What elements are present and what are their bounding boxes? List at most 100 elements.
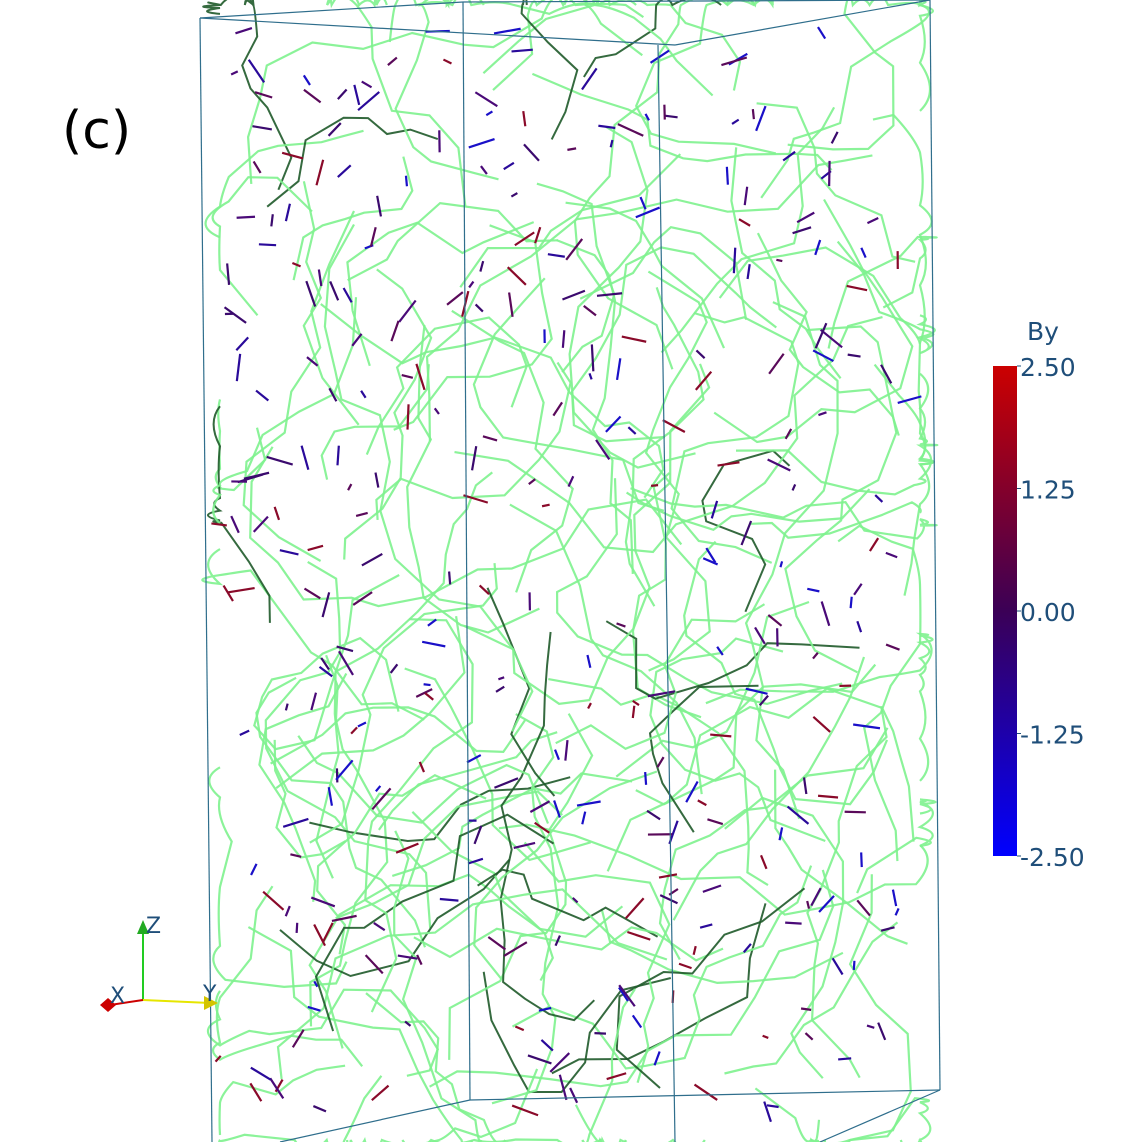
vector-glyph (817, 26, 827, 40)
streamline (309, 776, 571, 843)
vector-glyph (522, 110, 527, 127)
vector-glyph (401, 373, 414, 379)
vector-glyph (317, 269, 323, 287)
streamline (744, 301, 839, 820)
vector-glyph (588, 373, 593, 380)
streamline (413, 926, 724, 962)
vector-glyph (527, 1054, 552, 1065)
streamline (459, 153, 682, 288)
vector-glyph (552, 401, 564, 417)
vector-glyph (562, 289, 586, 301)
vector-glyph (321, 592, 331, 618)
vector-glyph (467, 857, 484, 865)
vector-glyph (337, 88, 348, 100)
vector-glyph (846, 284, 868, 292)
vector-glyph (235, 353, 242, 382)
vector-glyph (791, 483, 797, 491)
vector-glyph (814, 239, 822, 256)
streamline (343, 268, 433, 560)
streamline (872, 113, 935, 466)
vector-glyph (375, 785, 382, 793)
streamline (378, 731, 558, 831)
streamline (756, 102, 916, 263)
streamline (211, 176, 313, 317)
vector-glyph (448, 571, 452, 585)
streamline (217, 1075, 383, 1142)
vector-glyph (847, 353, 861, 358)
vector-glyph (270, 214, 274, 227)
streamline (774, 769, 908, 945)
vector-glyph (243, 471, 270, 480)
vector-glyph (300, 445, 310, 470)
vector-glyph (310, 896, 336, 908)
streamline (498, 823, 929, 916)
vector-glyph (621, 335, 647, 343)
vector-glyph (616, 622, 626, 628)
vector-glyph (306, 356, 319, 367)
streamline (827, 235, 938, 349)
vector-glyph (313, 924, 326, 947)
vector-glyph (404, 175, 409, 187)
vector-glyph (387, 56, 398, 66)
streamline (837, 524, 922, 862)
vector-glyph (442, 58, 452, 65)
vector-glyph (322, 922, 334, 943)
vector-glyph (485, 110, 493, 117)
vector-glyph (534, 226, 542, 244)
vector-glyph (810, 887, 822, 907)
vector-glyph (627, 930, 651, 941)
vector-glyph (328, 387, 338, 402)
vector-glyph (369, 226, 377, 247)
vector-glyph (547, 253, 565, 258)
glyphs (211, 26, 922, 1123)
vector-glyph (587, 702, 592, 709)
vector-glyph (754, 626, 766, 645)
streamline (364, 618, 474, 1013)
streamline (206, 988, 440, 1077)
vector-glyph (350, 726, 358, 735)
vector-glyph (731, 118, 740, 125)
vector-glyph (395, 842, 419, 854)
streamline (463, 363, 711, 705)
vector-glyph (474, 91, 498, 108)
streamline (701, 449, 791, 613)
streamline (648, 684, 759, 833)
streamline (523, 841, 671, 1084)
vector-glyph (658, 873, 678, 879)
vector-glyph (576, 800, 601, 807)
streamline (249, 446, 683, 608)
vector-glyph (762, 1034, 769, 1039)
vector-glyph (389, 663, 399, 674)
streamline (705, 632, 934, 782)
axes-triad: Z Y X (100, 914, 218, 1012)
vector-glyph (880, 364, 893, 384)
vector-glyph (558, 1074, 568, 1101)
vector-glyph (583, 304, 597, 317)
vector-glyph (252, 515, 269, 533)
vector-glyph (361, 552, 383, 567)
vector-glyph (513, 841, 536, 849)
streamline (454, 316, 883, 554)
vector-glyph (856, 620, 863, 633)
streamline (555, 603, 766, 751)
vector-glyph (818, 895, 835, 913)
vector-glyph (746, 264, 751, 280)
vector-glyph (470, 446, 478, 471)
streamline (856, 798, 937, 894)
vector-glyph (874, 494, 884, 503)
vector-glyph (553, 749, 560, 761)
streamline (724, 921, 899, 1075)
vector-glyph (529, 800, 551, 813)
vector-glyph (760, 854, 768, 870)
streamline (394, 0, 499, 181)
vector-glyph (463, 494, 489, 504)
streamline (316, 773, 487, 955)
vector-glyph (743, 186, 749, 206)
streamline (600, 908, 844, 985)
vector-glyph (295, 922, 299, 934)
streamline (570, 246, 777, 443)
vector-glyph (605, 415, 622, 433)
vector-glyph (685, 780, 699, 803)
vector-glyph (721, 56, 748, 67)
vector-glyph (705, 547, 717, 564)
